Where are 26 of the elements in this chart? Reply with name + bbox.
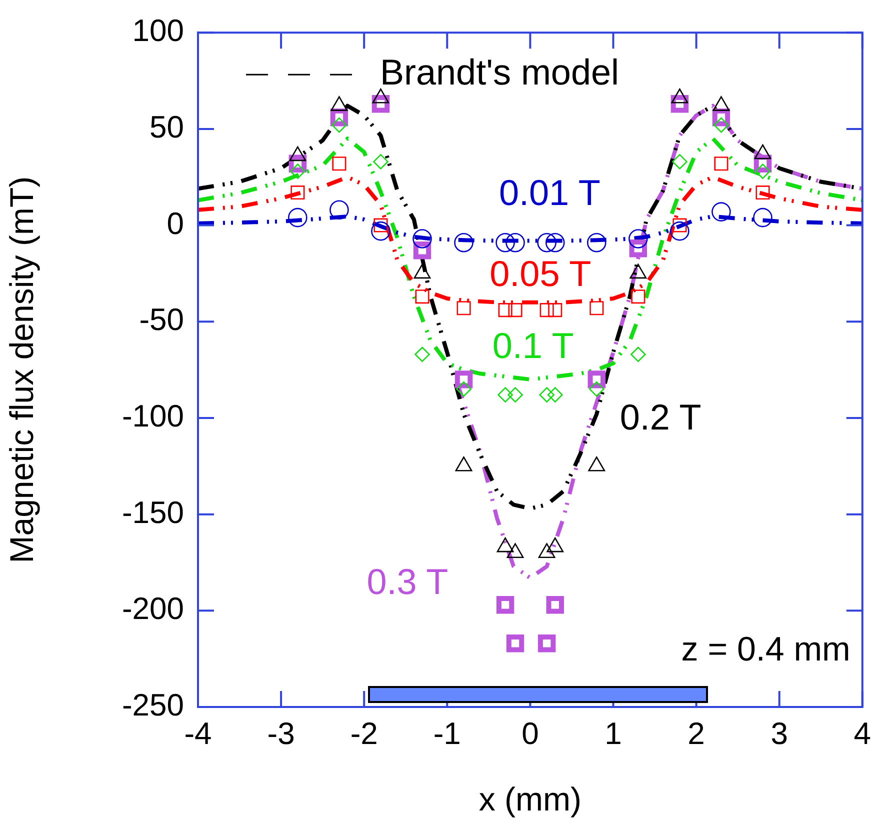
- x-tick-label: -2: [350, 716, 378, 752]
- x-tick-label: 2: [688, 716, 705, 752]
- legend-label: Brandt's model: [380, 52, 619, 93]
- y-tick-label: -150: [122, 494, 184, 530]
- y-tick-label: -250: [122, 688, 184, 723]
- x-axis-title: x (mm): [478, 780, 582, 818]
- y-tick-label: -50: [139, 302, 184, 338]
- y-tick-label: 0: [166, 206, 184, 241]
- x-tick-label: 4: [854, 716, 872, 752]
- series-label: 0.05 T: [490, 252, 592, 294]
- x-tick-label: 0: [522, 716, 539, 752]
- x-tick-label: 3: [770, 716, 788, 752]
- y-tick-label: -100: [122, 398, 184, 434]
- x-tick-label: -1: [433, 716, 461, 752]
- x-tick-label: -4: [184, 716, 212, 752]
- series-label: 0.01 T: [498, 172, 600, 214]
- y-tick-label: 100: [132, 13, 184, 48]
- y-tick-label: -200: [122, 591, 184, 626]
- y-axis-title: Magnetic flux density (mT): [2, 176, 40, 564]
- series-label: 0.3 T: [366, 561, 448, 602]
- y-tick-label: 50: [150, 109, 184, 144]
- x-tick-label: -3: [267, 716, 295, 752]
- x-tick-label: 1: [604, 716, 622, 752]
- series-label: 0.2 T: [620, 396, 702, 438]
- series-label: 0.1 T: [492, 325, 574, 366]
- annotation: z = 0.4 mm: [681, 630, 850, 668]
